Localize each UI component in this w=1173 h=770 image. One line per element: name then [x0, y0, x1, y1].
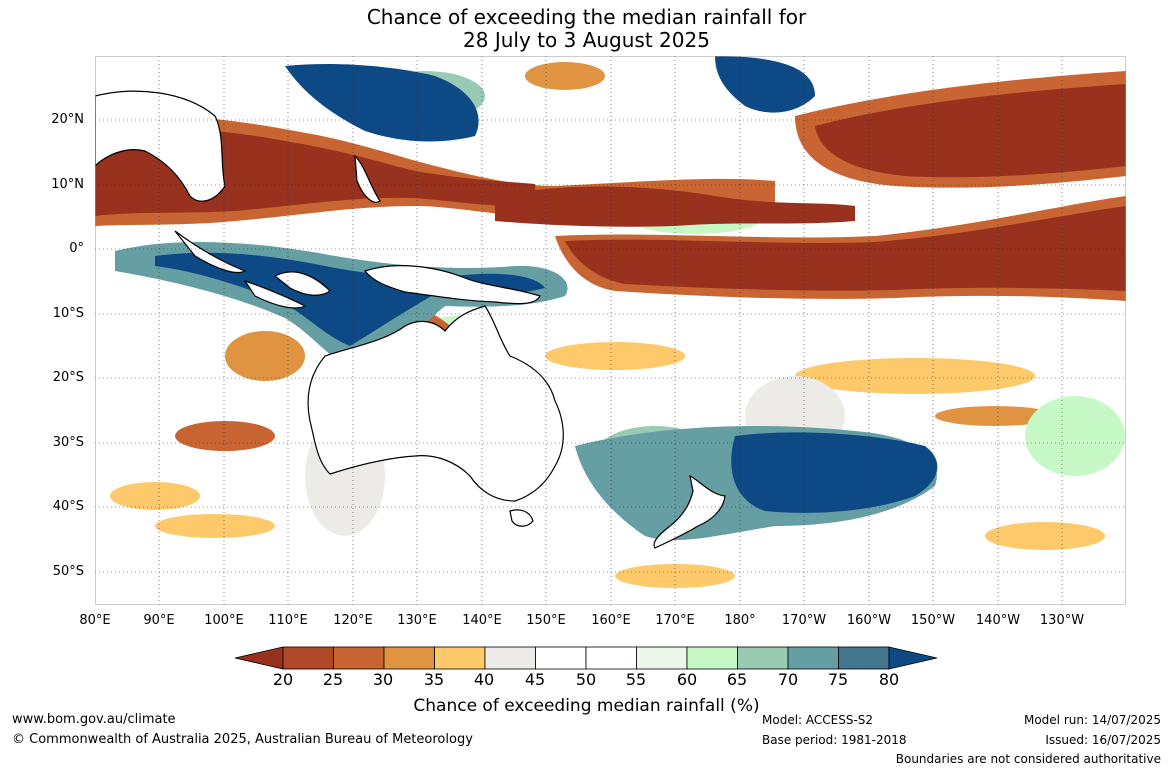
model-name: Model: ACCESS-S2: [762, 713, 874, 727]
lon-label-180: 180°: [724, 613, 756, 628]
wet-regions: [115, 56, 938, 541]
lon-label-160e: 160°E: [591, 613, 631, 628]
se-asia-landmass: [95, 90, 226, 202]
northeast-pacific-dry: [815, 84, 1126, 178]
java-landmass: [243, 279, 307, 309]
colorbar-tick-35: 35: [423, 670, 445, 689]
tasmania-landmass: [509, 509, 534, 527]
colorbar-swatch: [484, 646, 536, 670]
colorbar-tick-75: 75: [827, 670, 849, 689]
colorbar-swatch: [787, 646, 839, 670]
lon-label-150e: 150°E: [526, 613, 566, 628]
colorbar-arrow-high: [888, 646, 938, 670]
patch-sep-orange: [985, 522, 1105, 550]
lat-label-20s: 20°S: [52, 370, 84, 385]
west-pacific-dry-strip: [495, 186, 855, 227]
lat-label-20n: 20°N: [51, 112, 84, 127]
patch-sp-orange: [935, 406, 1055, 426]
website-url: www.bom.gov.au/climate: [12, 712, 176, 727]
dry-regions: [95, 71, 1126, 346]
colorbar-tick-30: 30: [372, 670, 394, 689]
colorbar-arrow-low: [234, 646, 284, 670]
coastlines: [95, 90, 726, 549]
sumatra-landmass: [174, 230, 247, 274]
new-guinea-landmass: [363, 265, 541, 305]
lon-label-170w: 170°W: [781, 613, 827, 628]
colorbar-swatch: [434, 646, 486, 670]
lon-label-90e: 90°E: [143, 613, 175, 628]
lon-label-100e: 100°E: [204, 613, 244, 628]
colorbar-tick-55: 55: [625, 670, 647, 689]
lat-label-30s: 30°S: [52, 435, 84, 450]
patch-io-brown: [175, 421, 275, 451]
patch-green-4: [1025, 396, 1125, 476]
base-period: Base period: 1981-2018: [762, 733, 907, 747]
lat-label-50s: 50°S: [52, 564, 84, 579]
issued-date: Issued: 16/07/2025: [1045, 733, 1161, 747]
colorbar-swatch: [383, 646, 435, 670]
lat-label-40s: 40°S: [52, 499, 84, 514]
colorbar-swatch: [282, 646, 334, 670]
australia-landmass: [307, 305, 564, 502]
lon-label-150w: 150°W: [910, 613, 956, 628]
philippines-wet: [285, 64, 479, 142]
colorbar-tick-20: 20: [272, 670, 294, 689]
patch-coral-orange: [545, 342, 685, 370]
colorbar-swatch: [535, 646, 587, 670]
tasman-wet: [731, 432, 938, 513]
colorbar-tick-70: 70: [777, 670, 799, 689]
patch-np-orange: [525, 62, 605, 90]
colorbar-tick-60: 60: [676, 670, 698, 689]
equatorial-pacific-dry: [565, 206, 1126, 291]
lat-label-10s: 10°S: [52, 306, 84, 321]
colorbar-title: Chance of exceeding median rainfall (%): [413, 696, 760, 716]
colorbar-tick-50: 50: [575, 670, 597, 689]
lon-label-160w: 160°W: [846, 613, 892, 628]
map-frame: [95, 56, 1126, 605]
patch-spcz-orange: [795, 358, 1035, 394]
copyright-text: © Commonwealth of Australia 2025, Austra…: [12, 732, 473, 747]
boundaries-disclaimer: Boundaries are not considered authoritat…: [895, 752, 1161, 766]
lat-label-10n: 10°N: [51, 177, 84, 192]
lon-label-170e: 170°E: [655, 613, 695, 628]
colorbar-swatch: [686, 646, 738, 670]
north-pacific-wet: [715, 56, 815, 113]
borneo-landmass: [273, 271, 331, 296]
colorbar-swatch: [737, 646, 789, 670]
colorbar-tick-25: 25: [322, 670, 344, 689]
rainfall-map-canvas: [95, 56, 1126, 605]
colorbar-swatch: [585, 646, 637, 670]
rainfall-map: [95, 56, 1126, 605]
colorbar-tick-45: 45: [524, 670, 546, 689]
lon-label-110e: 110°E: [268, 613, 308, 628]
new-zealand-landmass: [653, 474, 726, 549]
lon-label-140w: 140°W: [975, 613, 1021, 628]
lon-label-130e: 130°E: [397, 613, 437, 628]
colorbar-swatch: [636, 646, 688, 670]
model-run-date: Model run: 14/07/2025: [1023, 713, 1161, 727]
colorbar-swatch: [838, 646, 890, 670]
patch-si-orange-1: [155, 514, 275, 538]
colorbar-tick-80: 80: [878, 670, 900, 689]
patch-io-orange: [225, 331, 305, 381]
lon-label-80e: 80°E: [79, 613, 111, 628]
lon-label-120e: 120°E: [333, 613, 373, 628]
colorbar-swatch: [333, 646, 385, 670]
map-title-line1: Chance of exceeding the median rainfall …: [366, 5, 807, 29]
patch-si-orange-2: [110, 482, 200, 510]
lon-label-140e: 140°E: [462, 613, 502, 628]
indonesia-wet: [155, 252, 545, 346]
lon-label-130w: 130°W: [1039, 613, 1085, 628]
philippines-landmass: [354, 154, 381, 203]
colorbar-tick-40: 40: [473, 670, 495, 689]
lat-label-0: 0°: [69, 241, 84, 256]
colorbar-tick-65: 65: [726, 670, 748, 689]
map-title-line2: 28 July to 3 August 2025: [463, 28, 710, 52]
